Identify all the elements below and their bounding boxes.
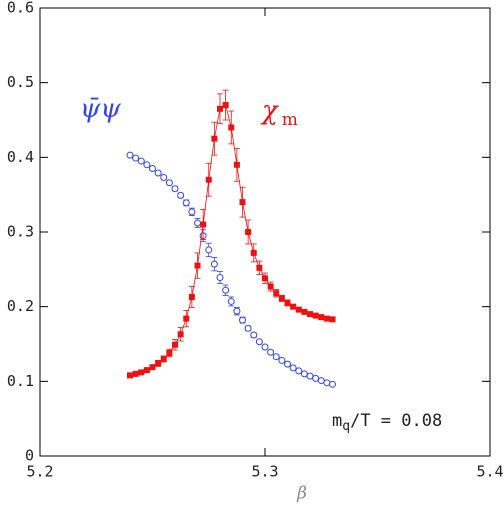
- marker: [222, 286, 230, 294]
- marker: [262, 275, 268, 282]
- marker: [267, 283, 274, 290]
- marker: [273, 290, 280, 297]
- series-line: [129, 104, 333, 376]
- marker: [239, 199, 246, 206]
- y-tick-label: 0.3: [7, 223, 34, 241]
- marker: [211, 135, 218, 142]
- marker: [154, 169, 162, 177]
- plot-frame: [39, 7, 491, 457]
- marker: [250, 249, 257, 256]
- marker: [284, 299, 291, 306]
- series-label: ψ̄ψ: [80, 94, 121, 124]
- marker: [290, 303, 297, 310]
- marker: [182, 199, 190, 207]
- marker: [278, 356, 286, 364]
- marker: [244, 324, 252, 332]
- marker: [183, 315, 190, 322]
- marker: [222, 102, 229, 109]
- y-tick-label: 0.1: [7, 372, 34, 390]
- y-tick-label: 0: [25, 447, 34, 465]
- annotation-rest: /T = 0.08: [350, 411, 442, 431]
- y-tick-label: 0.6: [7, 0, 34, 17]
- series-label-text: ψ̄ψ: [80, 94, 121, 124]
- y-tick-label: 0.5: [7, 73, 34, 91]
- marker: [323, 315, 330, 322]
- marker: [261, 343, 269, 351]
- marker: [329, 316, 336, 323]
- y-tick-label: 0.2: [7, 297, 34, 315]
- marker: [284, 360, 291, 368]
- marker: [143, 161, 151, 169]
- marker: [227, 297, 235, 305]
- marker: [160, 173, 168, 181]
- marker: [127, 372, 133, 379]
- series-label-text: χ: [260, 96, 280, 126]
- marker: [300, 370, 308, 378]
- marker: [239, 316, 246, 324]
- marker: [245, 229, 252, 235]
- marker: [295, 367, 303, 375]
- marker: [312, 374, 320, 382]
- marker: [233, 307, 241, 315]
- marker: [171, 185, 179, 193]
- marker: [256, 264, 263, 271]
- marker: [177, 331, 184, 338]
- marker: [272, 353, 280, 361]
- marker: [188, 208, 196, 216]
- marker: [312, 312, 319, 319]
- annotation-sub: q: [342, 419, 350, 434]
- marker: [329, 380, 336, 388]
- marker: [160, 355, 167, 362]
- x-axis-label: β: [296, 484, 307, 504]
- marker: [306, 372, 314, 380]
- annotation-text: m: [332, 411, 342, 431]
- marker: [132, 154, 140, 162]
- marker: [267, 348, 275, 356]
- marker: [210, 260, 218, 268]
- marker: [278, 295, 285, 302]
- marker: [307, 311, 313, 318]
- marker: [188, 293, 195, 300]
- marker: [200, 221, 207, 228]
- marker: [216, 274, 224, 282]
- x-tick-label: 5.4: [476, 463, 503, 481]
- marker: [318, 314, 325, 321]
- marker: [233, 161, 240, 168]
- marker: [149, 364, 156, 371]
- marker: [137, 157, 145, 165]
- marker: [166, 349, 173, 356]
- marker: [138, 369, 145, 376]
- marker: [194, 262, 201, 269]
- marker: [149, 165, 156, 173]
- marker: [295, 306, 302, 313]
- marker: [126, 151, 134, 159]
- marker: [143, 367, 150, 374]
- marker: [250, 331, 258, 339]
- marker: [255, 338, 263, 346]
- marker: [289, 364, 297, 372]
- annotation: mq/T = 0.08: [332, 411, 442, 434]
- marker: [205, 246, 213, 254]
- marker: [317, 377, 325, 385]
- marker: [323, 379, 331, 387]
- marker: [172, 341, 178, 348]
- series-label-sub: m: [282, 110, 298, 130]
- marker: [132, 370, 139, 377]
- x-tick-label: 5.2: [26, 463, 53, 481]
- marker: [165, 179, 173, 187]
- x-tick-label: 5.3: [251, 463, 278, 481]
- marker: [205, 176, 212, 183]
- marker: [177, 191, 185, 199]
- marker: [155, 360, 162, 367]
- y-tick-label: 0.4: [7, 148, 34, 166]
- marker: [228, 124, 235, 131]
- marker: [194, 219, 201, 227]
- marker: [217, 105, 223, 112]
- marker: [301, 308, 308, 315]
